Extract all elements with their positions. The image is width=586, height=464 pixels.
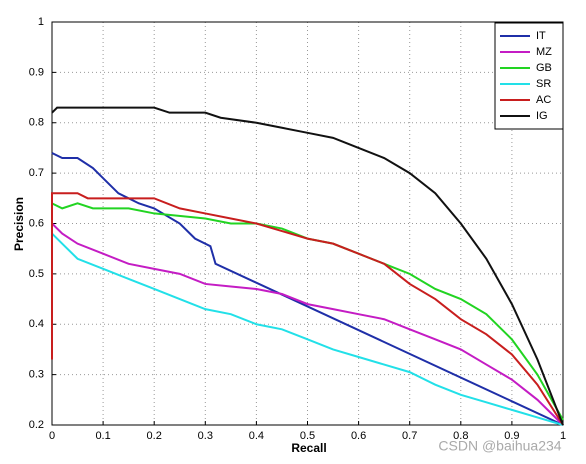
legend-label: IT: [536, 30, 546, 42]
legend-label: AC: [536, 94, 551, 106]
x-tick-label: 0.4: [249, 430, 264, 442]
series-line: [51, 202, 564, 421]
legend-label: SR: [536, 78, 551, 90]
y-tick-label: 0.9: [29, 66, 44, 78]
series-line: [51, 222, 564, 426]
x-tick-label: 0.9: [504, 430, 519, 442]
x-tick-label: 0.7: [402, 430, 417, 442]
y-tick-label: 0.7: [29, 167, 44, 179]
series-line: [51, 192, 564, 426]
y-tick-label: 0.6: [29, 217, 44, 229]
y-tick-label: 0.5: [29, 268, 44, 280]
x-axis-label: Recall: [291, 441, 326, 455]
series-line: [51, 232, 564, 426]
y-tick-label: 0.3: [29, 369, 44, 381]
legend-label: IG: [536, 110, 548, 122]
y-tick-label: 0.8: [29, 117, 44, 129]
legend-label: MZ: [536, 46, 552, 58]
legend-label: GB: [536, 62, 552, 74]
x-tick-label: 0.3: [198, 430, 213, 442]
watermark: CSDN @baihua234: [438, 438, 561, 454]
y-tick-label: 1: [38, 16, 44, 28]
y-tick-label: 0.4: [29, 318, 44, 330]
x-tick-label: 0.5: [300, 430, 315, 442]
series-line: [51, 152, 564, 426]
series-line: [51, 106, 564, 426]
x-tick-label: 0.8: [453, 430, 468, 442]
x-tick-label: 0.2: [147, 430, 162, 442]
x-tick-label: 0: [49, 430, 55, 442]
x-tick-label: 1: [560, 430, 566, 442]
y-tick-label: 0.2: [29, 419, 44, 431]
x-tick-label: 0.6: [351, 430, 366, 442]
y-axis-label: Precision: [12, 197, 26, 251]
x-tick-label: 0.1: [95, 430, 110, 442]
legend-box: [494, 22, 564, 130]
